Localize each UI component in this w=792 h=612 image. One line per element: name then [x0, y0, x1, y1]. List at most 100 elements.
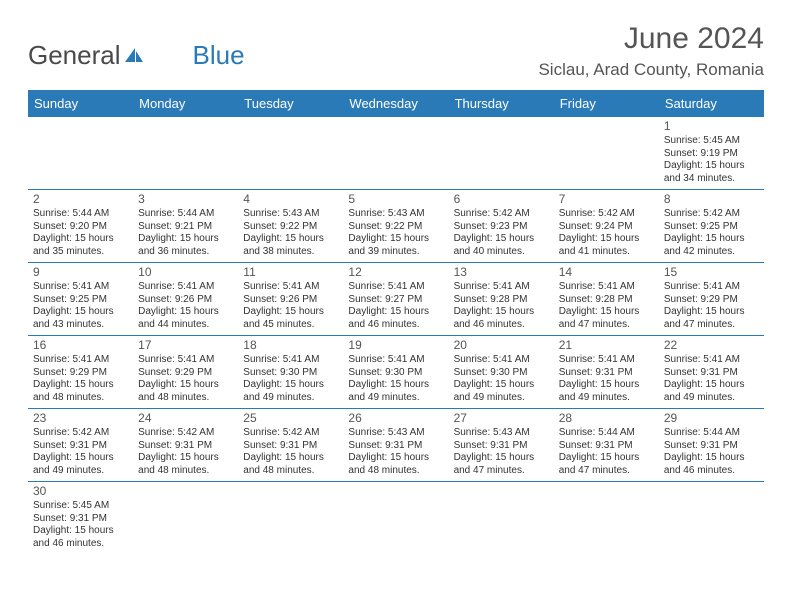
calendar-cell: 8Sunrise: 5:42 AMSunset: 9:25 PMDaylight…: [659, 190, 764, 263]
weekday-header: Friday: [554, 90, 659, 117]
day-info-line: Sunrise: 5:44 AM: [33, 208, 128, 221]
day-info-line: Daylight: 15 hours: [33, 379, 128, 392]
day-info-line: and 49 minutes.: [454, 392, 549, 405]
day-info-line: Sunrise: 5:42 AM: [33, 427, 128, 440]
day-info-line: Daylight: 15 hours: [243, 379, 338, 392]
calendar-row: 16Sunrise: 5:41 AMSunset: 9:29 PMDayligh…: [28, 336, 764, 409]
day-number: 18: [243, 338, 338, 353]
day-info-line: Sunrise: 5:42 AM: [138, 427, 233, 440]
day-number: 17: [138, 338, 233, 353]
calendar-cell: 3Sunrise: 5:44 AMSunset: 9:21 PMDaylight…: [133, 190, 238, 263]
day-info-line: Sunrise: 5:43 AM: [348, 427, 443, 440]
weekday-header: Sunday: [28, 90, 133, 117]
calendar-cell: 12Sunrise: 5:41 AMSunset: 9:27 PMDayligh…: [343, 263, 448, 336]
calendar-cell: 17Sunrise: 5:41 AMSunset: 9:29 PMDayligh…: [133, 336, 238, 409]
day-info-line: Sunrise: 5:41 AM: [138, 354, 233, 367]
calendar-cell: 7Sunrise: 5:42 AMSunset: 9:24 PMDaylight…: [554, 190, 659, 263]
calendar-cell: 20Sunrise: 5:41 AMSunset: 9:30 PMDayligh…: [449, 336, 554, 409]
day-info-line: and 49 minutes.: [243, 392, 338, 405]
day-number: 22: [664, 338, 759, 353]
calendar-row: 9Sunrise: 5:41 AMSunset: 9:25 PMDaylight…: [28, 263, 764, 336]
day-info-line: Sunset: 9:22 PM: [243, 221, 338, 234]
day-number: 7: [559, 192, 654, 207]
calendar-cell: 9Sunrise: 5:41 AMSunset: 9:25 PMDaylight…: [28, 263, 133, 336]
day-info-line: Sunset: 9:19 PM: [664, 148, 759, 161]
day-info-line: and 34 minutes.: [664, 173, 759, 186]
calendar-cell: 1Sunrise: 5:45 AMSunset: 9:19 PMDaylight…: [659, 117, 764, 190]
day-info-line: Sunset: 9:31 PM: [243, 440, 338, 453]
calendar-cell: 5Sunrise: 5:43 AMSunset: 9:22 PMDaylight…: [343, 190, 448, 263]
weekday-header: Thursday: [449, 90, 554, 117]
day-info-line: and 48 minutes.: [33, 392, 128, 405]
day-info-line: Sunset: 9:31 PM: [348, 440, 443, 453]
day-info-line: Sunrise: 5:42 AM: [454, 208, 549, 221]
day-info-line: Daylight: 15 hours: [243, 233, 338, 246]
day-info-line: Sunset: 9:31 PM: [559, 367, 654, 380]
day-info-line: and 49 minutes.: [348, 392, 443, 405]
day-info-line: Daylight: 15 hours: [664, 306, 759, 319]
calendar-cell: [133, 117, 238, 190]
calendar-cell: 16Sunrise: 5:41 AMSunset: 9:29 PMDayligh…: [28, 336, 133, 409]
day-number: 1: [664, 119, 759, 134]
calendar-cell: [659, 482, 764, 555]
day-info-line: Daylight: 15 hours: [138, 233, 233, 246]
title-block: June 2024 Siclau, Arad County, Romania: [538, 22, 764, 80]
day-number: 21: [559, 338, 654, 353]
calendar-row: 30Sunrise: 5:45 AMSunset: 9:31 PMDayligh…: [28, 482, 764, 555]
day-info-line: Sunrise: 5:43 AM: [243, 208, 338, 221]
day-info-line: Sunrise: 5:41 AM: [454, 354, 549, 367]
day-info-line: and 48 minutes.: [348, 465, 443, 478]
month-title: June 2024: [538, 22, 764, 56]
day-info-line: Sunset: 9:21 PM: [138, 221, 233, 234]
calendar-cell: [554, 117, 659, 190]
calendar-cell: [238, 482, 343, 555]
weekday-header-row: Sunday Monday Tuesday Wednesday Thursday…: [28, 90, 764, 117]
day-info-line: Sunset: 9:30 PM: [348, 367, 443, 380]
day-number: 2: [33, 192, 128, 207]
day-info-line: Daylight: 15 hours: [138, 452, 233, 465]
day-info-line: Sunrise: 5:43 AM: [348, 208, 443, 221]
day-number: 15: [664, 265, 759, 280]
calendar-cell: 21Sunrise: 5:41 AMSunset: 9:31 PMDayligh…: [554, 336, 659, 409]
day-number: 5: [348, 192, 443, 207]
day-info-line: Sunrise: 5:41 AM: [559, 281, 654, 294]
day-info-line: Daylight: 15 hours: [559, 233, 654, 246]
calendar-cell: 29Sunrise: 5:44 AMSunset: 9:31 PMDayligh…: [659, 409, 764, 482]
day-info-line: Sunrise: 5:41 AM: [243, 281, 338, 294]
day-info-line: and 47 minutes.: [559, 319, 654, 332]
day-info-line: Sunrise: 5:42 AM: [243, 427, 338, 440]
calendar-cell: [343, 482, 448, 555]
logo-text-2: Blue: [193, 40, 245, 71]
day-info-line: Sunrise: 5:44 AM: [559, 427, 654, 440]
day-number: 27: [454, 411, 549, 426]
day-info-line: Sunrise: 5:41 AM: [348, 354, 443, 367]
calendar-cell: 26Sunrise: 5:43 AMSunset: 9:31 PMDayligh…: [343, 409, 448, 482]
day-info-line: Daylight: 15 hours: [454, 233, 549, 246]
day-info-line: Sunrise: 5:42 AM: [664, 208, 759, 221]
day-info-line: Sunrise: 5:44 AM: [664, 427, 759, 440]
day-number: 9: [33, 265, 128, 280]
day-info-line: and 36 minutes.: [138, 246, 233, 259]
day-info-line: Sunset: 9:31 PM: [559, 440, 654, 453]
day-info-line: Sunrise: 5:41 AM: [138, 281, 233, 294]
weekday-header: Tuesday: [238, 90, 343, 117]
day-info-line: Daylight: 15 hours: [664, 233, 759, 246]
day-info-line: Sunrise: 5:41 AM: [348, 281, 443, 294]
day-info-line: Sunset: 9:24 PM: [559, 221, 654, 234]
calendar-cell: 22Sunrise: 5:41 AMSunset: 9:31 PMDayligh…: [659, 336, 764, 409]
day-info-line: Daylight: 15 hours: [454, 379, 549, 392]
day-info-line: Sunset: 9:31 PM: [664, 367, 759, 380]
day-info-line: Sunset: 9:31 PM: [33, 440, 128, 453]
calendar-cell: [238, 117, 343, 190]
day-info-line: and 40 minutes.: [454, 246, 549, 259]
day-number: 20: [454, 338, 549, 353]
calendar-cell: 28Sunrise: 5:44 AMSunset: 9:31 PMDayligh…: [554, 409, 659, 482]
calendar-cell: [133, 482, 238, 555]
day-number: 11: [243, 265, 338, 280]
day-info-line: and 42 minutes.: [664, 246, 759, 259]
day-info-line: and 39 minutes.: [348, 246, 443, 259]
day-info-line: and 48 minutes.: [138, 465, 233, 478]
sail-icon: [123, 40, 145, 71]
day-info-line: Sunset: 9:23 PM: [454, 221, 549, 234]
day-info-line: and 38 minutes.: [243, 246, 338, 259]
